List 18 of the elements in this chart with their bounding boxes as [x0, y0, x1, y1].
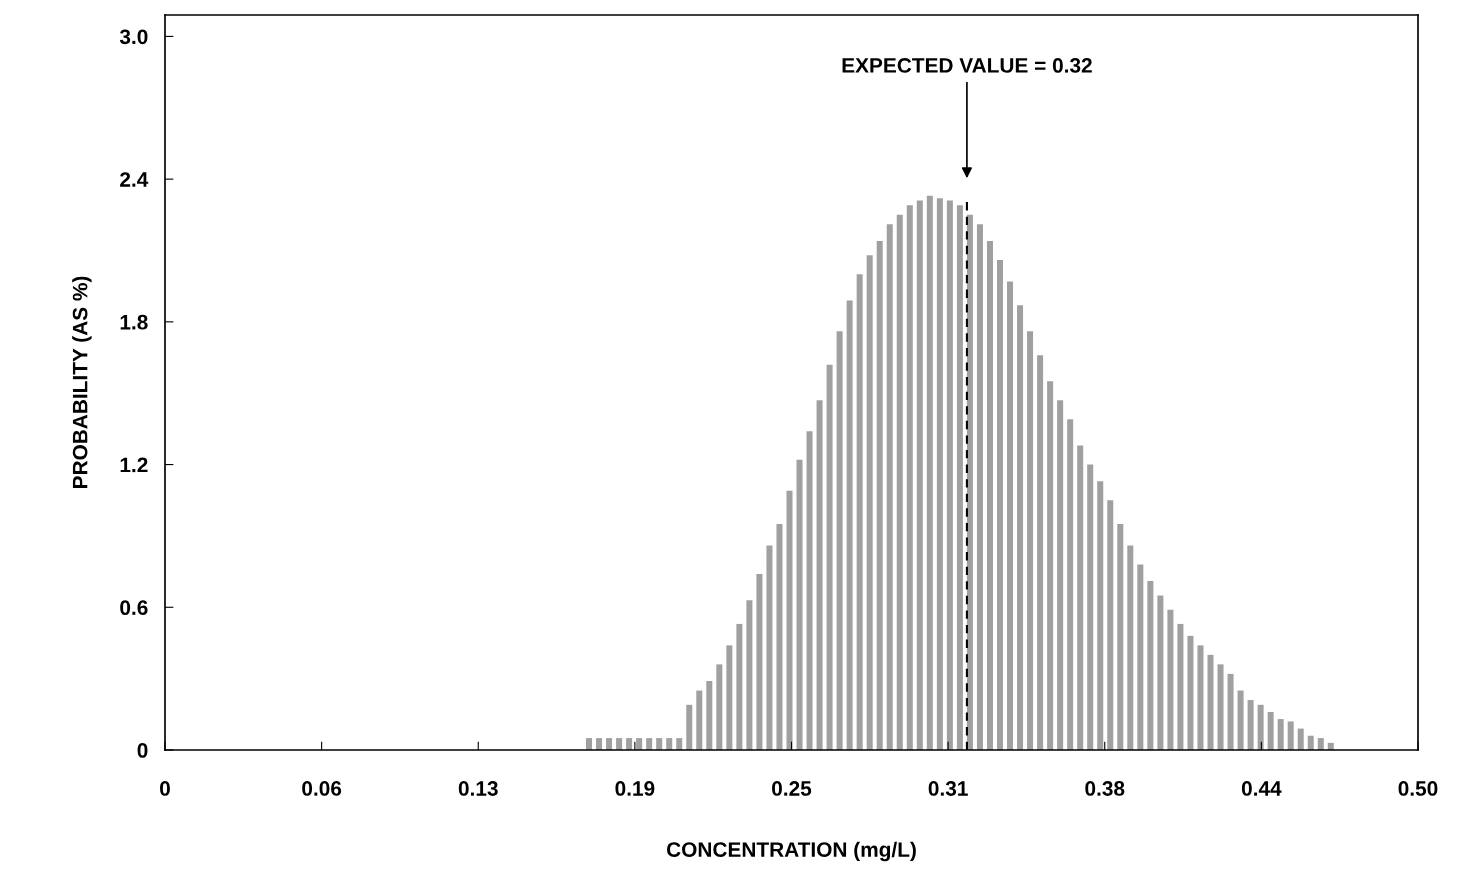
x-tick-label: 0.25	[772, 781, 812, 796]
y-tick-label: 0	[137, 743, 148, 758]
y-tick-label: 1.8	[120, 314, 148, 330]
ref-line-label: EXPECTED VALUE = 0.32	[842, 58, 1092, 73]
y-axis-title: PROBABILITY (AS %)	[72, 276, 92, 488]
x-tick-label: 0.13	[458, 781, 498, 796]
x-tick-label: 0.38	[1085, 781, 1125, 796]
x-tick-label: 0.50	[1398, 781, 1438, 796]
x-tick-label: 0.06	[302, 781, 342, 796]
x-tick-label: 0	[160, 781, 170, 796]
x-tick-label: 0.31	[928, 781, 968, 796]
x-tick-label: 0.19	[615, 781, 655, 796]
y-tick-label: 2.4	[120, 172, 149, 187]
y-tick-label: 3.0	[119, 29, 148, 45]
x-tick-label: 0.44	[1241, 781, 1282, 796]
y-tick-label: 0.6	[120, 600, 148, 616]
y-tick-label: 1.2	[120, 457, 148, 473]
x-axis-title: CONCENTRATION (mg/L)	[666, 841, 916, 862]
